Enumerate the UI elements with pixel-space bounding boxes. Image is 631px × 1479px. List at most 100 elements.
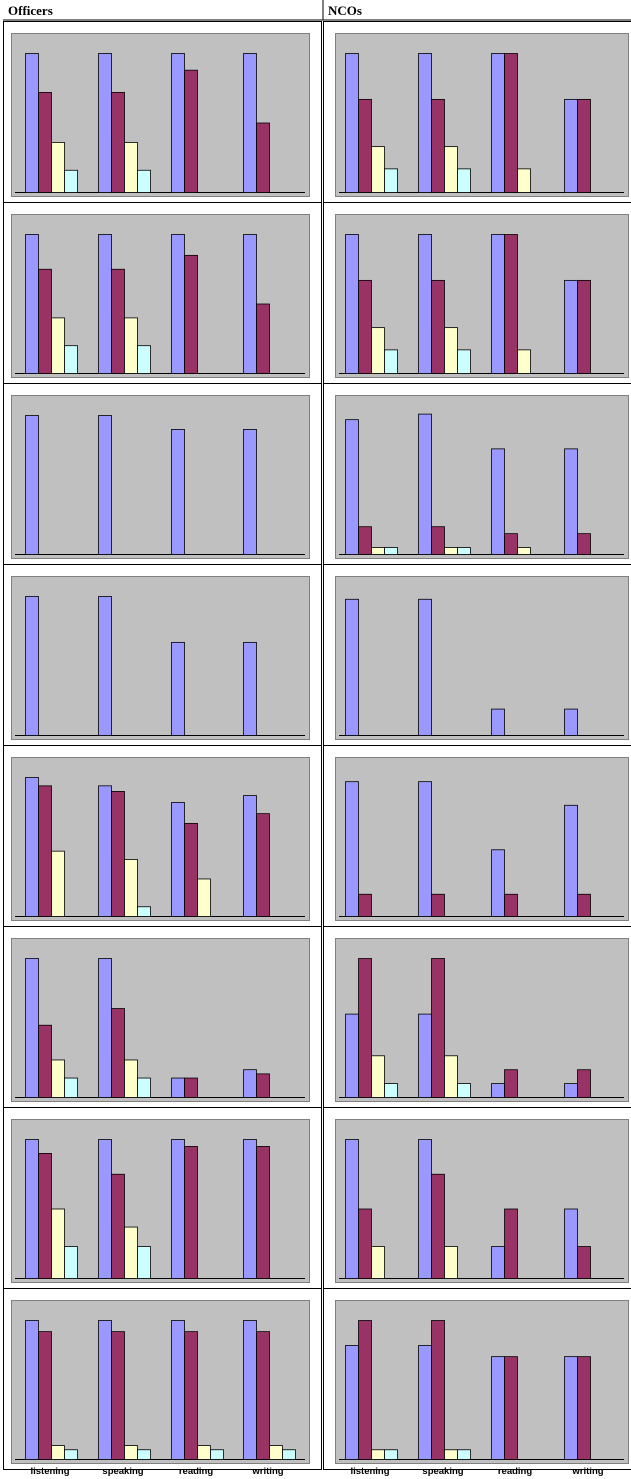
bar	[371, 547, 385, 555]
bar	[243, 234, 257, 374]
bar	[64, 1449, 78, 1460]
bar	[111, 268, 125, 374]
bar	[256, 1073, 270, 1098]
bar	[171, 1077, 185, 1098]
bar	[577, 893, 591, 917]
bar	[418, 781, 432, 917]
bar	[243, 795, 257, 917]
bar	[384, 547, 398, 555]
bar	[577, 1356, 591, 1460]
bar	[51, 1445, 65, 1460]
bar	[491, 1356, 505, 1460]
bar	[51, 1208, 65, 1279]
bar	[431, 1320, 445, 1460]
bar	[25, 1320, 39, 1460]
bar	[64, 345, 78, 374]
bar	[124, 142, 138, 193]
bar	[577, 279, 591, 374]
bar	[345, 598, 359, 736]
bar	[171, 234, 185, 374]
header-ncos: NCOs	[328, 3, 362, 18]
bar	[256, 303, 270, 374]
bar	[98, 1320, 112, 1460]
bar	[418, 1345, 432, 1460]
bar	[38, 1024, 52, 1098]
bar	[171, 641, 185, 736]
x-label: listening	[350, 1466, 389, 1477]
bar	[25, 415, 39, 555]
bar	[137, 345, 151, 374]
bar	[111, 791, 125, 917]
panels	[3, 21, 631, 1470]
bar	[98, 1139, 112, 1279]
bar	[444, 327, 458, 374]
bar	[564, 1356, 578, 1460]
bar	[98, 958, 112, 1098]
bar	[345, 1139, 359, 1279]
bar	[98, 596, 112, 736]
bar	[371, 1246, 385, 1279]
bar	[444, 1246, 458, 1279]
frame-lines	[3, 0, 631, 21]
bar	[124, 317, 138, 374]
bar	[51, 142, 65, 193]
bar	[577, 1069, 591, 1098]
bar	[243, 1320, 257, 1460]
bar	[345, 1345, 359, 1460]
bar	[171, 53, 185, 193]
bar	[517, 547, 531, 555]
bar	[124, 1226, 138, 1279]
bar	[457, 547, 471, 555]
bar	[358, 279, 372, 374]
bar	[371, 1449, 385, 1460]
bar	[577, 533, 591, 555]
plot-area	[335, 576, 629, 740]
bar	[564, 1083, 578, 1098]
bar	[51, 1059, 65, 1098]
bar	[384, 349, 398, 374]
bar	[124, 1059, 138, 1098]
bar	[51, 850, 65, 917]
bar	[491, 1246, 505, 1279]
bar	[358, 1320, 372, 1460]
bar	[111, 1173, 125, 1279]
bar	[564, 98, 578, 193]
bar	[358, 98, 372, 193]
chart-cell	[323, 1288, 631, 1470]
bar	[431, 893, 445, 917]
bar	[384, 168, 398, 193]
bar	[457, 1083, 471, 1098]
bar	[358, 958, 372, 1098]
bar	[25, 958, 39, 1098]
bar	[444, 1449, 458, 1460]
bar	[504, 1356, 518, 1460]
header-officers: Officers	[8, 3, 53, 18]
bar	[457, 1449, 471, 1460]
bar	[25, 53, 39, 193]
plot-area	[335, 395, 629, 559]
bar	[491, 849, 505, 917]
bar	[38, 785, 52, 917]
bar	[269, 1445, 283, 1460]
bar	[256, 1146, 270, 1279]
bar	[444, 547, 458, 555]
bar	[64, 1246, 78, 1279]
bar	[111, 1008, 125, 1098]
bar	[137, 1449, 151, 1460]
bar	[38, 268, 52, 374]
bar	[98, 785, 112, 917]
bar	[358, 1208, 372, 1279]
bar	[256, 813, 270, 917]
bar	[345, 1013, 359, 1098]
x-label: speaking	[102, 1466, 143, 1477]
bar	[384, 1449, 398, 1460]
bar	[184, 1077, 198, 1098]
bar	[431, 279, 445, 374]
bar	[431, 1173, 445, 1279]
bar	[504, 53, 518, 193]
bar	[197, 878, 211, 917]
bar	[371, 1055, 385, 1098]
plot-area	[11, 395, 310, 559]
bar	[184, 1331, 198, 1460]
